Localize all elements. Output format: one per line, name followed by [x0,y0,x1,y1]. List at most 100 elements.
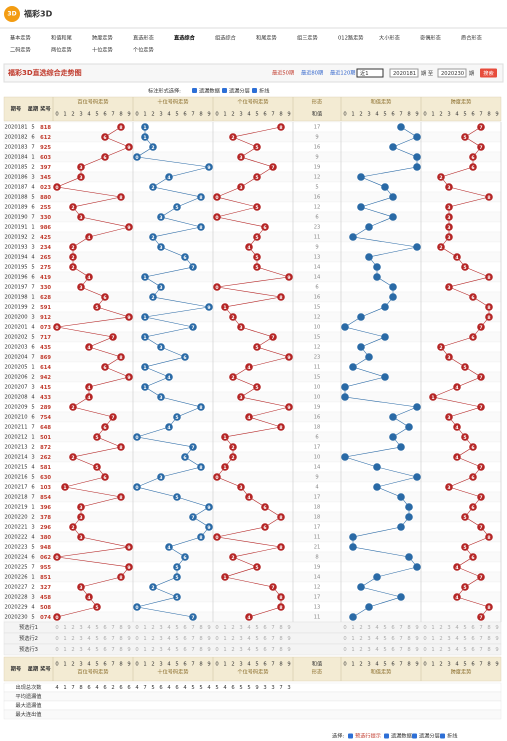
preselect-digit[interactable]: 7 [111,647,114,653]
preselect-digit[interactable]: 6 [391,625,394,631]
preselect-digit[interactable]: 1 [351,647,354,653]
recent-link[interactable]: 最近120期 [330,69,355,77]
checkbox-label[interactable]: 遗漏分层 [419,732,440,740]
recent-link[interactable]: 最近80期 [301,69,323,77]
preselect-digit[interactable]: 9 [287,625,290,631]
preselect-digit[interactable]: 1 [351,636,354,642]
preselect-digit[interactable]: 0 [343,636,346,642]
preselect-digit[interactable]: 3 [159,636,162,642]
preselect-digit[interactable]: 9 [287,647,290,653]
preselect-digit[interactable]: 8 [279,647,282,653]
preselect-digit[interactable]: 5 [463,647,466,653]
preselect-digit[interactable]: 0 [55,625,58,631]
preselect-digit[interactable]: 9 [415,625,418,631]
preselect-digit[interactable]: 2 [439,647,442,653]
checkbox-label[interactable]: 预选行提示 [355,732,381,740]
preselect-digit[interactable]: 1 [351,625,354,631]
preselect-digit[interactable]: 2 [151,636,154,642]
select-box[interactable] [356,68,384,78]
input-from[interactable] [389,68,419,78]
preselect-digit[interactable]: 6 [103,647,106,653]
preselect-digit[interactable]: 1 [223,647,226,653]
preselect-digit[interactable]: 1 [143,647,146,653]
nav-tab[interactable]: 大小形态 [379,34,400,42]
preselect-digit[interactable]: 9 [207,625,210,631]
preselect-digit[interactable]: 4 [87,647,91,653]
preselect-digit[interactable]: 5 [255,625,258,631]
preselect-digit[interactable]: 5 [175,647,178,653]
preselect-digit[interactable]: 0 [343,625,346,631]
preselect-digit[interactable]: 3 [447,625,450,631]
preselect-digit[interactable]: 0 [215,636,218,642]
preselect-digit[interactable]: 5 [463,625,466,631]
preselect-digit[interactable]: 1 [431,647,434,653]
preselect-digit[interactable]: 3 [79,625,82,631]
preselect-digit[interactable]: 3 [239,636,242,642]
preselect-digit[interactable]: 8 [407,636,410,642]
preselect-digit[interactable]: 1 [143,625,146,631]
preselect-digit[interactable]: 4 [247,625,251,631]
checkbox-label[interactable]: 遗漏分层 [229,87,250,95]
preselect-digit[interactable]: 2 [151,647,154,653]
preselect-row[interactable] [3,643,502,656]
nav-tab[interactable]: 组三走势 [297,34,318,42]
preselect-digit[interactable]: 0 [215,647,218,653]
nav-tab[interactable]: 十位走势 [92,46,113,54]
preselect-digit[interactable]: 3 [447,636,450,642]
preselect-digit[interactable]: 2 [71,625,74,631]
checkbox[interactable] [252,88,257,93]
nav-tab[interactable]: 直选综合 [174,34,196,42]
nav-tab[interactable]: 和值和尾 [51,34,72,42]
preselect-digit[interactable]: 6 [471,625,474,631]
checkbox[interactable] [348,733,353,739]
preselect-digit[interactable]: 5 [383,625,386,631]
preselect-digit[interactable]: 2 [231,647,234,653]
preselect-digit[interactable]: 7 [271,625,274,631]
preselect-digit[interactable]: 7 [479,636,482,642]
nav-tab[interactable]: 奇偶形态 [420,34,441,42]
preselect-digit[interactable]: 2 [439,625,442,631]
preselect-digit[interactable]: 0 [423,636,426,642]
checkbox[interactable] [412,733,417,739]
preselect-digit[interactable]: 6 [183,636,186,642]
preselect-digit[interactable]: 9 [495,647,498,653]
preselect-digit[interactable]: 6 [391,647,394,653]
preselect-digit[interactable]: 2 [231,625,234,631]
preselect-digit[interactable]: 4 [167,625,171,631]
preselect-digit[interactable]: 4 [87,625,91,631]
nav-tab[interactable]: 基本走势 [10,34,31,42]
preselect-digit[interactable]: 7 [111,625,114,631]
preselect-digit[interactable]: 6 [183,647,186,653]
preselect-digit[interactable]: 2 [151,625,154,631]
preselect-digit[interactable]: 9 [287,636,290,642]
preselect-digit[interactable]: 3 [367,647,370,653]
preselect-digit[interactable]: 7 [191,636,194,642]
preselect-digit[interactable]: 4 [375,625,379,631]
preselect-digit[interactable]: 8 [407,647,410,653]
preselect-digit[interactable]: 6 [103,636,106,642]
preselect-digit[interactable]: 9 [207,647,210,653]
preselect-digit[interactable]: 3 [239,647,242,653]
preselect-digit[interactable]: 1 [143,636,146,642]
preselect-digit[interactable]: 0 [55,636,58,642]
preselect-digit[interactable]: 2 [439,636,442,642]
preselect-digit[interactable]: 6 [103,625,106,631]
preselect-digit[interactable]: 1 [63,636,66,642]
preselect-digit[interactable]: 4 [247,647,251,653]
preselect-digit[interactable]: 0 [55,647,58,653]
preselect-digit[interactable]: 7 [271,647,274,653]
preselect-digit[interactable]: 6 [471,636,474,642]
preselect-digit[interactable]: 0 [135,647,138,653]
preselect-digit[interactable]: 9 [415,647,418,653]
recent-link[interactable]: 最近50期 [272,69,294,77]
preselect-digit[interactable]: 7 [479,647,482,653]
preselect-digit[interactable]: 3 [239,625,242,631]
nav-tab[interactable]: 和尾走势 [256,34,277,42]
preselect-digit[interactable]: 1 [63,647,66,653]
preselect-digit[interactable]: 6 [391,636,394,642]
preselect-digit[interactable]: 4 [455,625,459,631]
preselect-digit[interactable]: 4 [167,647,171,653]
checkbox[interactable] [192,88,197,93]
preselect-digit[interactable]: 5 [95,636,98,642]
preselect-digit[interactable]: 8 [407,625,410,631]
